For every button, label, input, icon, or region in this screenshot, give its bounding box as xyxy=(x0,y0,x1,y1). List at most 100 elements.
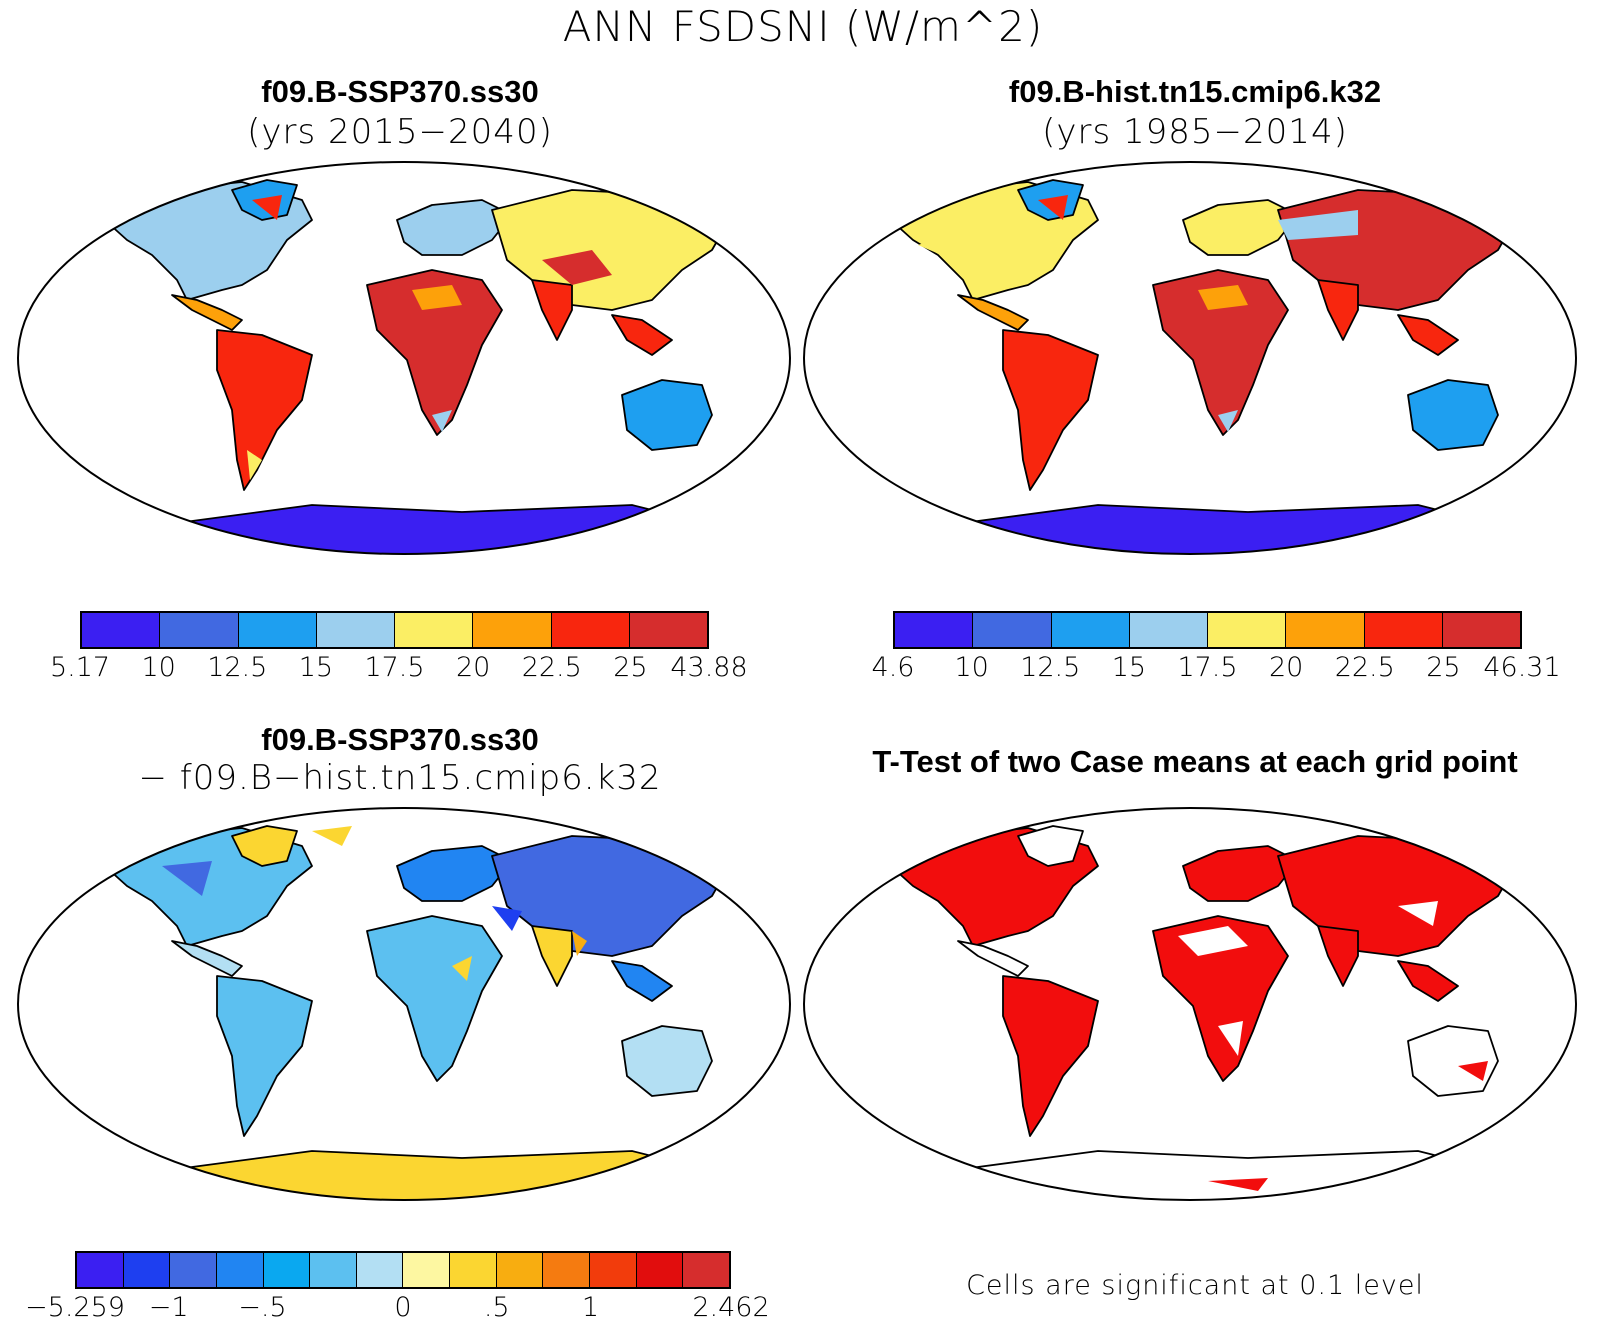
colorbar-tick-label: 2.462 xyxy=(692,1292,770,1323)
field-patch xyxy=(1178,926,1248,956)
landmass-africa xyxy=(1152,915,1289,1082)
landmass-samerica xyxy=(1002,975,1099,1137)
colorbar-swatch xyxy=(160,613,239,647)
field-patch xyxy=(1398,901,1438,926)
panel1-subtitle: (yrs 2015−2040) xyxy=(247,112,553,152)
field-patch xyxy=(1218,410,1238,432)
landmass-africa xyxy=(366,269,503,436)
colorbar-swatch xyxy=(1129,613,1208,647)
colorbar-tick-label: −5.259 xyxy=(25,1292,125,1323)
field-patch xyxy=(1198,285,1248,310)
colorbar-tick-label: 25 xyxy=(1426,652,1461,683)
panel1-title: f09.B-SSP370.ss30 xyxy=(261,74,539,109)
landmass-antarctica xyxy=(947,504,1519,554)
map-boundary xyxy=(17,807,791,1201)
colorbar-tick-label: 4.6 xyxy=(871,652,915,683)
field-patch xyxy=(1458,1061,1488,1081)
landmass-antarctica xyxy=(161,1150,733,1200)
field-patch xyxy=(162,861,212,896)
map-boundary xyxy=(803,807,1577,1201)
colorbar-swatch xyxy=(1286,613,1365,647)
colorbar-tick-label: 10 xyxy=(954,652,989,683)
panel3-map xyxy=(17,807,791,1201)
colorbar-swatch xyxy=(683,1253,729,1287)
field-patch xyxy=(572,931,587,956)
field-patch xyxy=(1208,1178,1268,1191)
colorbar-swatch xyxy=(216,1253,264,1287)
colorbar-swatch xyxy=(316,613,395,647)
colorbar-tick-label: 15 xyxy=(1111,652,1147,683)
landmass-india xyxy=(531,279,573,341)
landmass-samerica xyxy=(216,329,313,491)
panel1-colorbar-labels: 5.17 10 12.5 15 17.5 20 22.5 25 43.88 xyxy=(50,652,748,686)
landmass-india xyxy=(1317,925,1359,987)
colorbar-swatch xyxy=(1051,613,1130,647)
panel4-title: T-Test of two Case means at each grid po… xyxy=(872,744,1518,779)
colorbar-tick-label: 10 xyxy=(141,652,176,683)
landmass-europe xyxy=(396,199,513,256)
landmass-europe xyxy=(1182,199,1299,256)
landmass-camerica xyxy=(957,294,1029,331)
colorbar-swatch xyxy=(403,1253,451,1287)
field-patch xyxy=(492,906,522,931)
colorbar-swatch xyxy=(590,1253,637,1287)
colorbar-swatch xyxy=(450,1253,497,1287)
colorbar-swatch xyxy=(1208,613,1287,647)
colorbar-tick-label: .5 xyxy=(483,1292,510,1323)
panel2-title: f09.B-hist.tn15.cmip6.k32 xyxy=(1008,74,1382,109)
landmass-samerica xyxy=(1002,329,1099,491)
colorbar-swatch xyxy=(263,1253,311,1287)
colorbar-swatch xyxy=(551,613,630,647)
landmass-australia xyxy=(1407,1025,1499,1097)
field-patch xyxy=(312,826,352,846)
colorbar-tick-label: 22.5 xyxy=(1334,652,1395,683)
panel3-colorbar-labels: −5.259 −1 −.5 0 .5 1 2.462 xyxy=(25,1292,770,1323)
panel1-map xyxy=(17,161,791,555)
panel2-map xyxy=(803,161,1577,555)
landmass-africa xyxy=(1152,269,1289,436)
landmass-europe xyxy=(396,845,513,902)
landmass-seasia xyxy=(1397,314,1459,356)
field-patch xyxy=(432,410,452,432)
landmass-samerica xyxy=(216,975,313,1137)
field-patch xyxy=(1038,195,1068,220)
panel2-colorbar-labels: 4.6 10 12.5 15 17.5 20 22.5 25 46.31 xyxy=(872,652,1561,686)
colorbar-swatch xyxy=(473,613,552,647)
field-patch xyxy=(452,956,472,981)
map-boundary xyxy=(803,161,1577,555)
colorbar-tick-label: −.5 xyxy=(238,1292,287,1323)
landmass-india xyxy=(1317,279,1359,341)
colorbar-tick-label: 25 xyxy=(613,652,648,683)
colorbar-tick-label: 1 xyxy=(581,1292,600,1323)
map-boundary xyxy=(17,161,791,555)
field-patch xyxy=(412,285,462,310)
colorbar-swatch xyxy=(356,1253,404,1287)
panel3-colorbar xyxy=(75,1251,731,1289)
colorbar-swatch xyxy=(1364,613,1443,647)
landmass-greenland xyxy=(1017,825,1084,867)
colorbar-tick-label: 46.31 xyxy=(1483,652,1561,683)
panel3-title: f09.B-SSP370.ss30 xyxy=(261,722,539,757)
colorbar-swatch xyxy=(395,613,474,647)
colorbar-swatch xyxy=(543,1253,591,1287)
panel3-subtitle: − f09.B−hist.tn15.cmip6.k32 xyxy=(138,758,662,798)
colorbar-tick-label: 43.88 xyxy=(670,652,748,683)
landmass-australia xyxy=(621,1025,713,1097)
colorbar-swatch xyxy=(238,613,317,647)
colorbar-swatch xyxy=(629,613,707,647)
colorbar-swatch xyxy=(170,1253,217,1287)
colorbar-tick-label: 20 xyxy=(1268,652,1304,683)
panel2-colorbar xyxy=(893,611,1522,649)
field-patch xyxy=(542,250,612,285)
landmass-australia xyxy=(1407,379,1499,451)
colorbar-swatch xyxy=(77,1253,124,1287)
colorbar-tick-label: 17.5 xyxy=(1177,652,1238,683)
field-patch xyxy=(252,195,282,220)
colorbar-swatch xyxy=(496,1253,544,1287)
landmass-camerica xyxy=(957,940,1029,977)
panel4-map xyxy=(803,807,1577,1201)
landmass-antarctica xyxy=(161,504,733,554)
panel1-colorbar xyxy=(80,611,709,649)
colorbar-tick-label: 15 xyxy=(298,652,334,683)
colorbar-tick-label: 5.17 xyxy=(49,652,111,683)
